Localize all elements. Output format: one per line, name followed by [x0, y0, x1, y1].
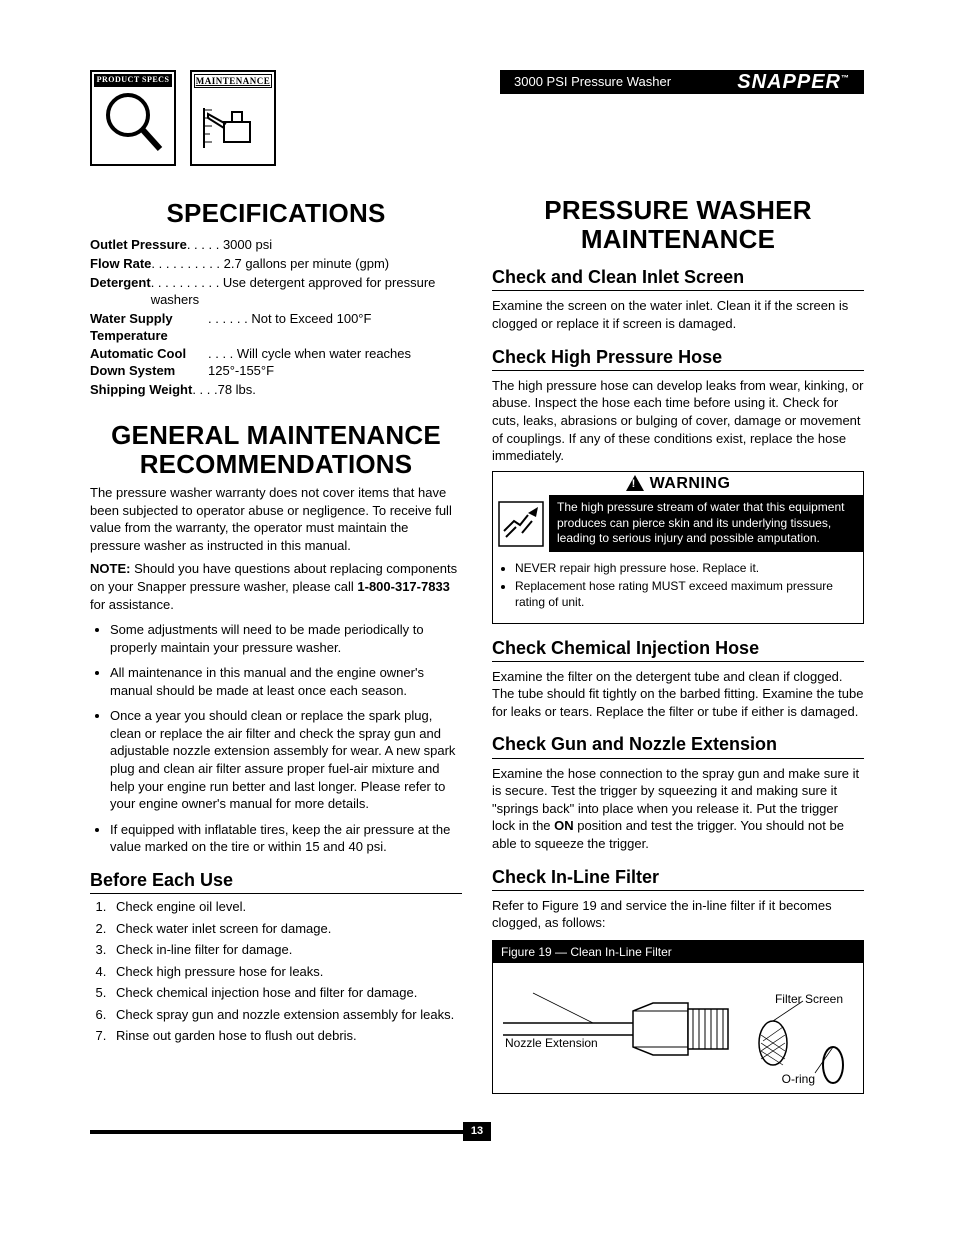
product-title: 3000 PSI Pressure Washer	[514, 73, 671, 91]
gun-nozzle-heading: Check Gun and Nozzle Extension	[492, 732, 864, 758]
oilcan-icon	[198, 88, 268, 158]
page-number: 13	[463, 1122, 491, 1141]
list-item: Check in-line filter for damage.	[110, 941, 462, 959]
list-item: NEVER repair high pressure hose. Replace…	[515, 560, 855, 576]
warning-bullets: NEVER repair high pressure hose. Replace…	[493, 552, 863, 623]
inline-filter-heading: Check In-Line Filter	[492, 865, 864, 891]
spec-row: Flow Rate . . . . . . . . . . 2.7 gallon…	[90, 256, 462, 273]
general-maintenance-heading: GENERAL MAINTENANCERECOMMENDATIONS	[90, 421, 462, 478]
gun-nozzle-text: Examine the hose connection to the spray…	[492, 765, 864, 853]
spec-row: Detergent . . . . . . . . . . Use deterg…	[90, 275, 462, 309]
warning-text: The high pressure stream of water that t…	[549, 495, 863, 552]
page-header: PRODUCT SPECS MAINTENANCE 3000 PSI	[90, 70, 864, 166]
figure-19: Figure 19 — Clean In-Line Filter	[492, 940, 864, 1094]
list-item: If equipped with inflatable tires, keep …	[110, 821, 462, 856]
chemical-injection-text: Examine the filter on the detergent tube…	[492, 668, 864, 721]
list-item: Rinse out garden hose to flush out debri…	[110, 1027, 462, 1045]
page-footer: 13	[90, 1122, 864, 1141]
maintenance-bullets: Some adjustments will need to be made pe…	[110, 621, 462, 856]
pressure-washer-maintenance-heading: PRESSURE WASHERMAINTENANCE	[492, 196, 864, 253]
specifications-heading: SPECIFICATIONS	[90, 196, 462, 231]
before-each-use-list: Check engine oil level. Check water inlet…	[110, 898, 462, 1045]
warning-box: WARNING The high pressure stream of wate…	[492, 471, 864, 624]
product-specs-icon: PRODUCT SPECS	[90, 70, 176, 166]
list-item: Some adjustments will need to be made pe…	[110, 621, 462, 656]
warning-header: WARNING	[493, 472, 863, 496]
spec-row: Water Supply Temperature . . . . . . Not…	[90, 311, 462, 345]
fig-label-nozzle: Nozzle Extension	[505, 1035, 598, 1051]
warning-triangle-icon	[626, 475, 644, 491]
fig-label-oring: O-ring	[782, 1071, 815, 1087]
high-pressure-hose-text: The high pressure hose can develop leaks…	[492, 377, 864, 465]
high-pressure-hose-heading: Check High Pressure Hose	[492, 345, 864, 371]
header-icons: PRODUCT SPECS MAINTENANCE	[90, 70, 290, 166]
list-item: Replacement hose rating MUST exceed maxi…	[515, 578, 855, 610]
content-columns: SPECIFICATIONS Outlet Pressure . . . . .…	[90, 196, 864, 1094]
figure-caption: Figure 19 — Clean In-Line Filter	[493, 941, 863, 963]
list-item: Check engine oil level.	[110, 898, 462, 916]
spec-row: Automatic Cool Down System . . . . Will …	[90, 346, 462, 380]
magnifier-icon	[98, 87, 168, 157]
spec-row: Outlet Pressure . . . . . 3000 psi	[90, 237, 462, 254]
fig-label-filter: Filter Screen	[775, 991, 843, 1007]
right-column: PRESSURE WASHERMAINTENANCE Check and Cle…	[492, 196, 864, 1094]
inlet-screen-heading: Check and Clean Inlet Screen	[492, 265, 864, 291]
spec-row: Shipping Weight . . . .78 lbs.	[90, 382, 462, 399]
list-item: Once a year you should clean or replace …	[110, 707, 462, 812]
inline-filter-text: Refer to Figure 19 and service the in-li…	[492, 897, 864, 932]
title-bar: 3000 PSI Pressure Washer SNAPPER™	[500, 70, 864, 94]
list-item: Check chemical injection hose and filter…	[110, 984, 462, 1002]
chemical-injection-heading: Check Chemical Injection Hose	[492, 636, 864, 662]
before-each-use-heading: Before Each Use	[90, 868, 462, 894]
maintenance-icon: MAINTENANCE	[190, 70, 276, 166]
inlet-screen-text: Examine the screen on the water inlet. C…	[492, 297, 864, 332]
warranty-paragraph: The pressure washer warranty does not co…	[90, 484, 462, 554]
left-column: SPECIFICATIONS Outlet Pressure . . . . .…	[90, 196, 462, 1094]
list-item: All maintenance in this manual and the e…	[110, 664, 462, 699]
spec-list: Outlet Pressure . . . . . 3000 psi Flow R…	[90, 237, 462, 399]
list-item: Check high pressure hose for leaks.	[110, 963, 462, 981]
list-item: Check water inlet screen for damage.	[110, 920, 462, 938]
note-paragraph: NOTE: Should you have questions about re…	[90, 560, 462, 613]
brand-logo: SNAPPER™	[737, 69, 850, 96]
warning-injury-icon	[493, 495, 549, 552]
list-item: Check spray gun and nozzle extension ass…	[110, 1006, 462, 1024]
